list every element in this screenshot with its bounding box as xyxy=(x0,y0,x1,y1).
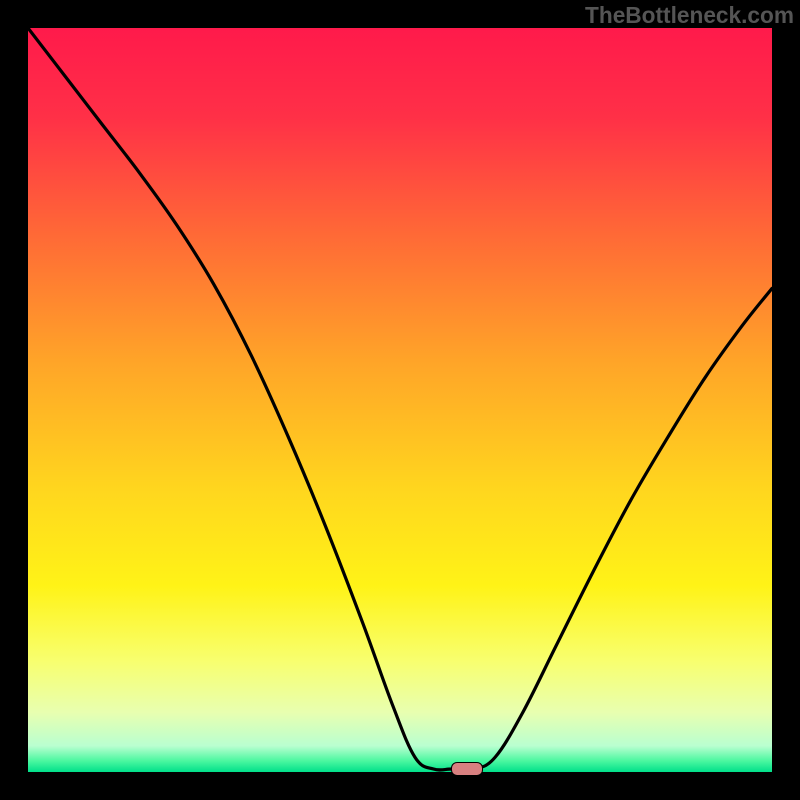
bottleneck-curve xyxy=(28,28,772,772)
optimum-marker xyxy=(451,762,483,776)
watermark-text: TheBottleneck.com xyxy=(585,2,794,29)
chart-frame: TheBottleneck.com xyxy=(0,0,800,800)
plot-area xyxy=(28,28,772,772)
